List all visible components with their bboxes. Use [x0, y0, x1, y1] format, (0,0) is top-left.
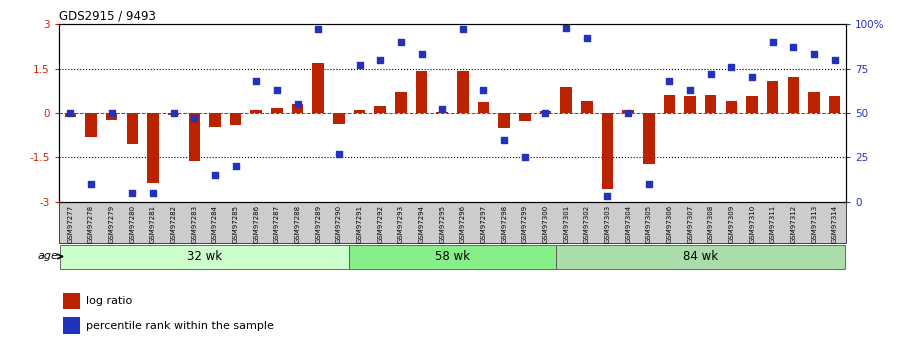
Point — [807, 52, 822, 57]
Bar — [415, 71, 427, 113]
Text: age: age — [38, 252, 62, 262]
Text: percentile rank within the sample: percentile rank within the sample — [86, 321, 274, 331]
Bar — [230, 113, 242, 125]
Bar — [354, 110, 366, 113]
Point — [786, 45, 801, 50]
Bar — [60, 245, 349, 269]
Bar — [251, 110, 262, 113]
Bar — [272, 108, 282, 113]
Point — [331, 151, 346, 157]
Bar — [602, 113, 614, 189]
Point — [207, 172, 222, 178]
Text: 58 wk: 58 wk — [435, 250, 470, 263]
Bar — [623, 110, 634, 113]
Point — [352, 62, 367, 68]
Point — [311, 27, 326, 32]
Point — [476, 87, 491, 93]
Text: GDS2915 / 9493: GDS2915 / 9493 — [59, 10, 156, 23]
Point — [642, 181, 656, 187]
Bar — [747, 96, 757, 113]
Text: 32 wk: 32 wk — [187, 250, 222, 263]
Point — [394, 39, 408, 45]
Point — [291, 101, 305, 107]
Point — [125, 190, 139, 196]
Bar — [560, 87, 572, 113]
Point — [538, 110, 553, 116]
Text: log ratio: log ratio — [86, 296, 133, 306]
Point — [518, 155, 532, 160]
Point — [703, 71, 718, 77]
Point — [104, 110, 119, 116]
Point — [146, 190, 160, 196]
Bar — [767, 81, 778, 113]
Point — [270, 87, 284, 93]
Bar — [519, 113, 530, 121]
Bar — [395, 92, 406, 113]
Text: 84 wk: 84 wk — [683, 250, 718, 263]
Bar — [209, 113, 221, 127]
Bar — [188, 113, 200, 161]
Point — [683, 87, 698, 93]
Bar — [312, 63, 324, 113]
Bar — [62, 317, 80, 334]
Bar — [808, 92, 820, 113]
Point — [455, 27, 470, 32]
Bar — [539, 111, 551, 113]
Bar — [581, 100, 593, 113]
Point — [83, 181, 98, 187]
Bar — [478, 102, 490, 113]
Bar — [85, 113, 97, 137]
Point — [63, 110, 78, 116]
Bar — [148, 113, 158, 184]
Bar — [684, 96, 696, 113]
Point — [766, 39, 780, 45]
Point — [827, 57, 842, 62]
Bar — [663, 95, 675, 113]
Point — [559, 25, 574, 30]
Bar — [726, 100, 738, 113]
Point — [249, 78, 263, 84]
Bar — [829, 96, 841, 113]
Point — [187, 116, 202, 121]
Bar — [436, 112, 448, 113]
Bar — [787, 77, 799, 113]
Point — [497, 137, 511, 142]
Point — [600, 194, 614, 199]
Bar — [62, 293, 80, 309]
Bar — [167, 113, 179, 115]
Point — [228, 164, 243, 169]
Bar — [64, 113, 76, 117]
Bar — [457, 71, 469, 113]
Point — [579, 36, 594, 41]
Bar — [556, 245, 845, 269]
Point — [373, 57, 387, 62]
Bar — [375, 107, 386, 113]
Bar — [127, 113, 138, 144]
Bar — [333, 113, 345, 124]
Point — [745, 75, 759, 80]
Point — [662, 78, 677, 84]
Point — [414, 52, 429, 57]
Bar — [705, 95, 717, 113]
Bar — [499, 113, 510, 128]
Point — [724, 64, 738, 70]
Bar — [643, 113, 654, 164]
Bar — [106, 113, 118, 119]
Point — [621, 110, 635, 116]
Point — [167, 110, 181, 116]
Point — [435, 107, 450, 112]
Bar — [291, 104, 303, 113]
Bar — [349, 245, 556, 269]
